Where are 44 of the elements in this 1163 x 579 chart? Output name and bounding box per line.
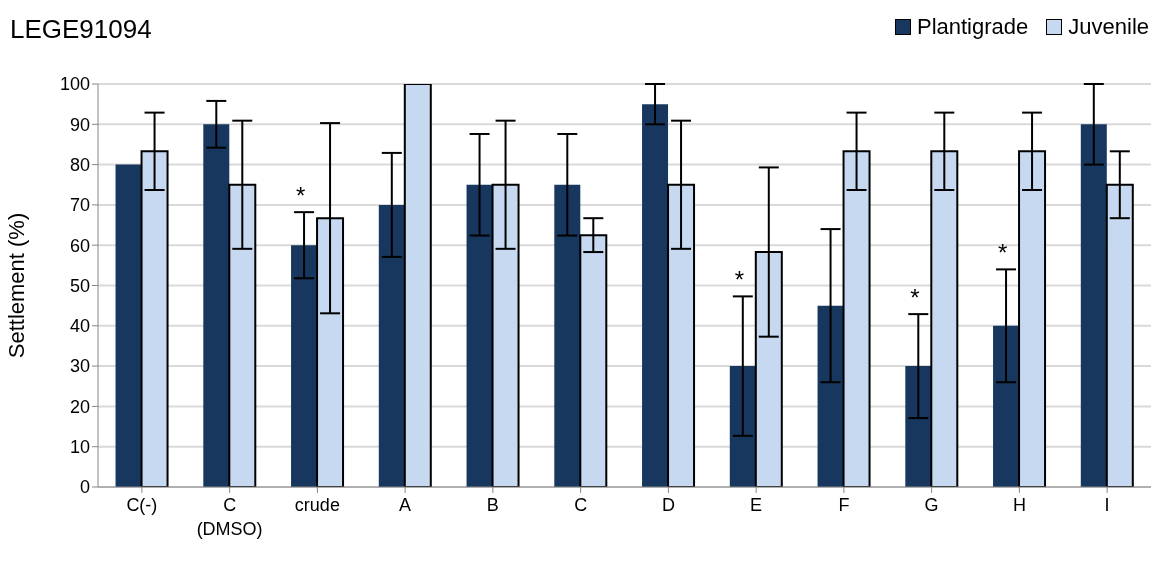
x-tick-label: C: [574, 495, 588, 515]
y-tick-label: 70: [69, 195, 90, 216]
legend-label: Juvenile: [1068, 14, 1149, 40]
bar: [993, 325, 1020, 487]
bar: [905, 366, 932, 487]
y-tick-label: 30: [69, 356, 90, 377]
y-tick-label: 100: [59, 74, 90, 95]
bar: [291, 245, 318, 487]
bar: [1080, 124, 1107, 487]
bar: [817, 305, 844, 487]
annotation: *: [296, 182, 306, 210]
chart-title: LEGE91094: [10, 14, 152, 45]
y-axis-title: Settlement (%): [3, 212, 29, 359]
y-tick-label: 80: [69, 154, 90, 175]
bar: [642, 104, 669, 487]
y-tick-label: 40: [69, 316, 90, 337]
y-tick-label: 10: [69, 437, 90, 458]
bar: [466, 184, 493, 487]
y-tick-label: 60: [69, 235, 90, 256]
x-tick-label: C(-): [126, 495, 158, 515]
x-tick-label: G: [924, 495, 939, 515]
x-tick-label: A: [399, 495, 412, 515]
y-tick-label: 20: [69, 396, 90, 417]
x-tick-label: E: [750, 495, 763, 515]
y-tick-label: 90: [69, 114, 90, 135]
x-tick-label: I: [1104, 495, 1110, 515]
bar: [378, 204, 405, 487]
bar: [203, 124, 230, 487]
bar: [403, 84, 432, 487]
x-tick-label: H: [1012, 495, 1026, 515]
x-tick-label: C (DMSO): [196, 495, 263, 539]
annotation: *: [734, 266, 745, 294]
x-tick-label: F: [838, 495, 850, 515]
bar: [115, 164, 142, 487]
annotation: *: [998, 239, 1008, 267]
x-tick-label: B: [486, 495, 499, 515]
annotation: *: [910, 284, 920, 312]
x-tick-label: D: [661, 495, 675, 515]
y-tick-label: 50: [69, 275, 90, 296]
y-tick-label: 0: [79, 477, 90, 498]
x-tick-label: crude: [294, 495, 340, 515]
bar: [729, 366, 756, 487]
bar: [554, 184, 581, 487]
legend-label: Plantigrade: [916, 14, 1029, 40]
